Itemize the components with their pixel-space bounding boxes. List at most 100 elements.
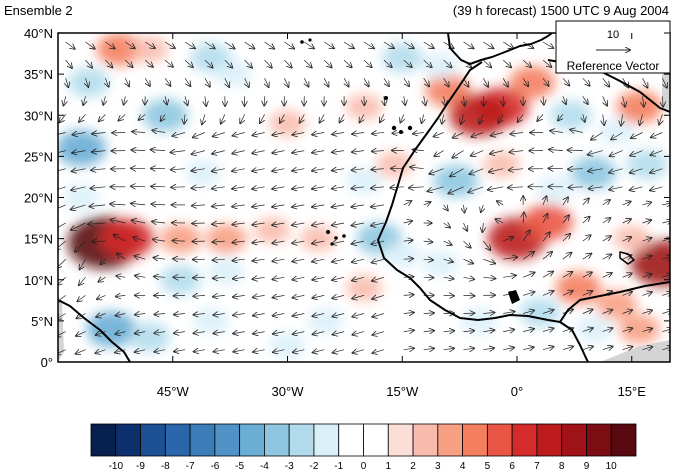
wind-vector — [582, 328, 593, 332]
wind-vector — [125, 59, 132, 67]
wind-vector — [292, 277, 305, 279]
wind-vector — [622, 273, 632, 277]
wind-vector — [364, 78, 369, 86]
wind-vector — [542, 291, 554, 296]
wind-vector — [193, 132, 206, 138]
wind-vector — [252, 151, 265, 154]
colorbar-label: 1 — [386, 461, 392, 471]
anomaly-negative-40 — [550, 100, 592, 131]
wind-vector — [422, 114, 424, 123]
wind-vector — [463, 259, 474, 263]
wind-vector — [253, 314, 265, 316]
wind-vector — [642, 292, 652, 295]
wind-vector — [320, 114, 325, 122]
wind-vector — [424, 96, 426, 105]
wind-vector — [193, 295, 205, 296]
wind-vector — [463, 331, 475, 332]
wind-vector — [443, 223, 451, 228]
wind-vector — [352, 223, 365, 226]
wind-vector — [423, 59, 432, 67]
anomaly-positive-36 — [483, 151, 521, 178]
lon-tick-label: 0° — [511, 384, 523, 399]
wind-vector — [194, 350, 205, 352]
island-azores-2 — [308, 38, 312, 42]
wind-vector — [332, 151, 345, 153]
lat-tick-label: 40°N — [24, 26, 53, 41]
wind-vector — [76, 332, 86, 336]
wind-vector — [153, 239, 166, 241]
wind-vector — [611, 132, 623, 140]
wind-vector — [252, 223, 265, 225]
wind-vector — [154, 332, 166, 334]
wind-vector — [662, 347, 670, 350]
wind-vector — [232, 223, 245, 225]
wind-vector — [161, 114, 166, 120]
figure-title-left: Ensemble 2 — [4, 3, 73, 18]
wind-vector — [491, 133, 504, 136]
wind-vector — [452, 150, 464, 158]
wind-vector — [352, 169, 365, 171]
wind-vector — [115, 350, 126, 353]
colorbar-swatch — [486, 423, 513, 457]
island-azores-1 — [300, 40, 304, 44]
colorbar-label: -3 — [285, 461, 294, 471]
wind-vector — [312, 151, 325, 153]
wind-vector — [224, 59, 233, 68]
colorbar-label: 6 — [509, 461, 515, 471]
wind-vector — [443, 331, 455, 332]
wind-vector — [651, 132, 663, 138]
wind-vector — [570, 130, 583, 133]
wind-vector — [403, 201, 412, 205]
wind-vector — [323, 59, 332, 67]
colorbar-label: 9 — [584, 461, 590, 471]
wind-vector — [582, 291, 593, 296]
wind-vector — [65, 41, 75, 49]
colorbar-label: 3 — [435, 461, 441, 471]
colorbar-label: 0 — [361, 461, 367, 471]
wind-vector — [192, 151, 205, 155]
wind-vector — [60, 114, 66, 122]
wind-vector — [292, 169, 305, 171]
wind-vector — [212, 169, 225, 172]
reference-vector-caption: Reference Vector — [567, 59, 660, 73]
wind-vector — [312, 241, 325, 243]
wind-vector — [423, 41, 434, 48]
wind-vector — [444, 96, 446, 105]
island-cape-verde-1 — [326, 230, 330, 234]
wind-vector — [212, 223, 225, 224]
wind-vector — [272, 169, 285, 171]
wind-vector — [92, 133, 106, 134]
wind-vector — [582, 217, 590, 224]
wind-vector — [443, 41, 454, 48]
wind-vector — [622, 347, 633, 350]
anomaly-positive-11 — [159, 223, 201, 254]
wind-vector — [582, 310, 593, 314]
wind-vector — [92, 241, 106, 242]
wind-vector — [622, 237, 632, 241]
wind-vector — [205, 96, 206, 106]
wind-vector — [403, 59, 412, 67]
wind-vector — [609, 168, 623, 173]
anomaly-negative-20 — [307, 307, 345, 335]
wind-vector — [588, 169, 603, 172]
wind-vector — [272, 205, 285, 207]
wind-vector — [77, 295, 86, 301]
anomaly-negative-4 — [68, 67, 110, 98]
colorbar-label: -10 — [109, 461, 124, 471]
wind-vector — [233, 277, 245, 279]
lat-tick-label: 20°N — [24, 191, 53, 206]
anomaly-negative-28 — [381, 42, 423, 73]
wind-vector — [292, 241, 305, 243]
wind-vector — [124, 96, 126, 104]
wind-vector — [233, 259, 245, 261]
wind-vector — [213, 259, 225, 260]
wind-vector — [154, 258, 166, 260]
wind-vector — [423, 313, 434, 314]
wind-vector — [423, 202, 431, 205]
wind-vector — [332, 295, 345, 298]
anomaly-negative-19 — [192, 307, 230, 335]
wind-vector — [372, 259, 384, 262]
wind-vector — [213, 277, 225, 278]
wind-vector — [479, 114, 483, 123]
wind-vector — [125, 41, 135, 48]
